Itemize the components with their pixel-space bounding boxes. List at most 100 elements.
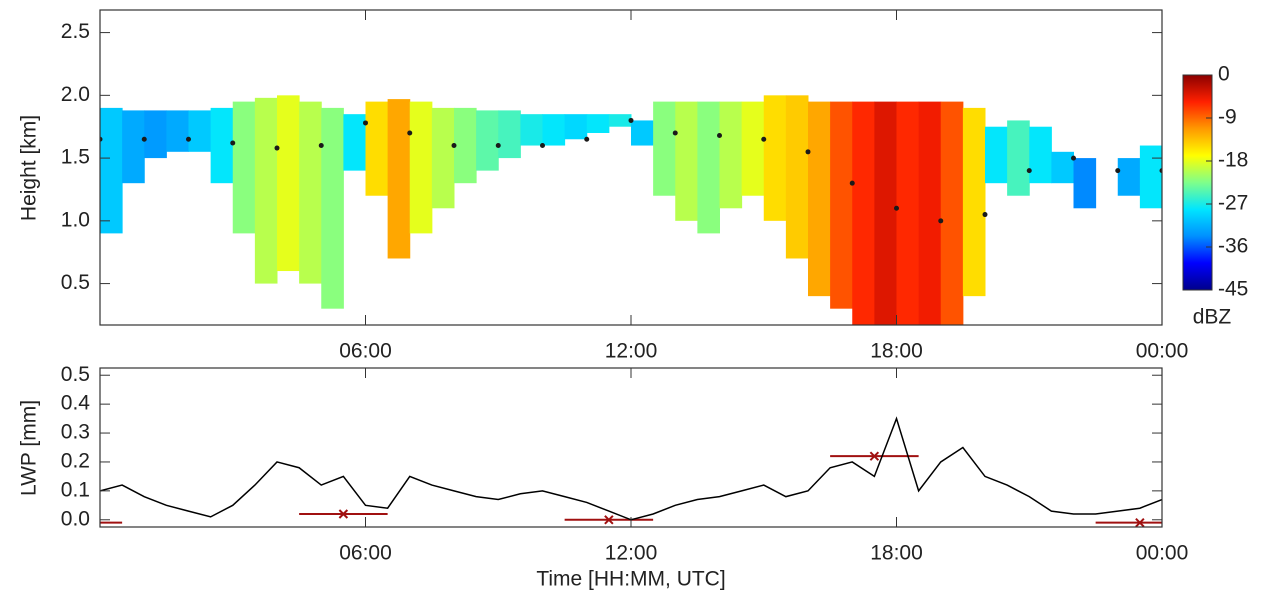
y-tick-label: 0.4 [61, 392, 91, 415]
y-tick-label: 0.3 [61, 421, 90, 444]
reflectivity-column [608, 114, 632, 127]
y-tick-label: 0.0 [61, 507, 90, 530]
reflectivity-column [985, 126, 1008, 184]
lidar-cloud-base [982, 212, 988, 218]
colorbar-tick-label: -27 [1218, 192, 1248, 215]
reflectivity-column [1007, 120, 1030, 196]
x-tick-label: 06:00 [339, 340, 392, 363]
reflectivity-column [210, 107, 234, 184]
lidar-cloud-base [717, 132, 722, 138]
lidar-cloud-base [451, 143, 457, 149]
reflectivity-column [232, 101, 256, 234]
reflectivity-column [122, 110, 145, 184]
lidar-cloud-base [628, 117, 634, 123]
reflectivity-column [520, 114, 543, 146]
reflectivity-column [852, 101, 875, 325]
axes: 06:00 12:00 18:00 00:00 0.5 1.0 1.5 2.0 2.5 0 -9 -1… [61, 9, 1248, 565]
reflectivity-column [1139, 145, 1162, 209]
colorbar-tick-label: -45 [1218, 278, 1248, 301]
reflectivity-column [785, 95, 809, 259]
y-tick-label: 1.5 [61, 146, 90, 169]
lidar-cloud-base [1159, 168, 1162, 174]
lidar-cloud-base [849, 180, 855, 186]
x-axis-label: Time [HH:MM, UTC] [536, 568, 725, 591]
lidar-cloud-base [805, 149, 811, 155]
reflectivity-column [962, 107, 986, 297]
lwp-line [100, 416, 1162, 521]
plot-area [100, 95, 1162, 325]
marker [1135, 517, 1145, 527]
x-tick-label: 12:00 [605, 542, 658, 565]
x-tick-label: 18:00 [870, 542, 923, 565]
marker [338, 509, 349, 519]
reflectivity-column [1117, 158, 1141, 196]
reflectivity-column [940, 101, 964, 325]
reflectivity-column [719, 101, 743, 209]
reflectivity-column [830, 101, 853, 309]
y-axis-label: Height [km] [18, 115, 41, 221]
colorbar-tick-label: -9 [1218, 106, 1237, 129]
lidar-cloud-base [141, 136, 147, 142]
reflectivity-column [808, 101, 831, 297]
reflectivity-column [542, 114, 566, 146]
reflectivity-column [188, 110, 212, 152]
lidar-cloud-base [1026, 168, 1032, 174]
lidar-cloud-base [100, 136, 103, 142]
reflectivity-column [166, 110, 189, 152]
y-tick-label: 0.1 [61, 478, 90, 501]
plot-frame [99, 9, 1163, 326]
x-tick-label: 06:00 [339, 542, 392, 565]
lidar-cloud-base [761, 136, 767, 142]
reflectivity-column [454, 107, 477, 184]
reflectivity-column [874, 101, 897, 325]
lidar-cloud-base [1071, 155, 1076, 161]
colorbar-tick-label: -36 [1218, 235, 1248, 258]
marker [869, 451, 880, 461]
plot-area [100, 416, 1162, 527]
lidar-cloud-base [495, 143, 501, 149]
lidar-cloud-base [938, 218, 944, 224]
reflectivity-column [763, 95, 787, 221]
reflectivity-column [476, 110, 499, 171]
lidar-cloud-base [540, 143, 545, 149]
lidar-cloud-base [230, 140, 236, 146]
reflectivity-column [498, 110, 521, 159]
x-tick-label: 12:00 [605, 340, 658, 363]
colorbar-tick-label: -18 [1218, 149, 1248, 172]
lidar-cloud-base [584, 136, 590, 142]
lidar-cloud-base [672, 130, 678, 136]
x-tick-label: 18:00 [870, 340, 923, 363]
reflectivity-column [564, 114, 588, 140]
y-tick-label: 0.5 [61, 363, 90, 386]
reflectivity-column [1051, 151, 1074, 184]
reflectivity-column [387, 99, 411, 259]
reflectivity-column [896, 101, 920, 325]
reflectivity-column [365, 101, 389, 196]
colorbar-tick-label: 0 [1218, 63, 1230, 86]
lidar-cloud-base [186, 136, 191, 142]
reflectivity-column [431, 107, 455, 209]
reflectivity-column [144, 110, 167, 159]
lidar-cloud-base [318, 143, 324, 149]
y-tick-label: 2.0 [61, 83, 90, 106]
reflectivity-column [1073, 158, 1097, 209]
colorbar-label: dBZ [1193, 306, 1232, 329]
lidar-cloud-base [894, 205, 899, 211]
x-tick-label: 00:00 [1136, 542, 1189, 565]
reflectivity-column [697, 101, 720, 234]
reflectivity-column [675, 101, 698, 221]
y-axis-label: LWP [mm] [18, 400, 41, 496]
y-tick-label: 1.0 [61, 208, 90, 231]
y-tick-label: 0.2 [61, 450, 90, 473]
lidar-cloud-base [274, 145, 280, 151]
plot-frame [99, 367, 1163, 528]
reflectivity-column [321, 107, 344, 309]
colorbar [1182, 74, 1213, 291]
reflectivity-column [343, 114, 366, 171]
reflectivity-column [409, 101, 433, 234]
y-tick-label: 0.5 [61, 271, 90, 294]
reflectivity-column [299, 101, 322, 284]
reflectivity-column [254, 97, 278, 284]
lidar-cloud-base [407, 130, 413, 136]
